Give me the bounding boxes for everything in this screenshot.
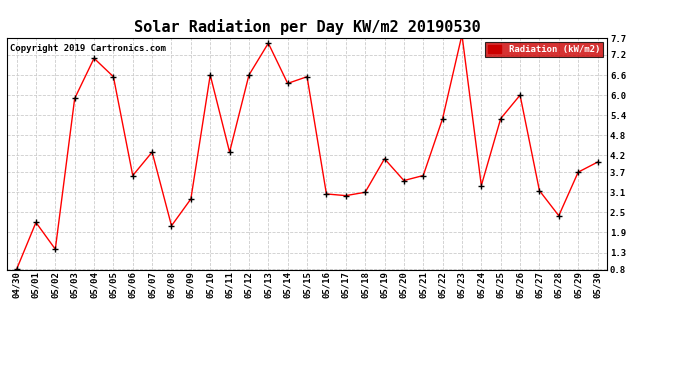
Radiation (kW/m2) — [419, 173, 427, 178]
Radiation (kW/m2) — [206, 73, 215, 77]
Radiation (kW/m2) — [264, 41, 273, 45]
Title: Solar Radiation per Day KW/m2 20190530: Solar Radiation per Day KW/m2 20190530 — [134, 19, 480, 35]
Radiation (kW/m2) — [226, 150, 234, 154]
Radiation (kW/m2) — [32, 220, 40, 225]
Radiation (kW/m2) — [438, 116, 446, 121]
Line: Radiation (kW/m2): Radiation (kW/m2) — [13, 32, 601, 273]
Radiation (kW/m2) — [284, 81, 292, 86]
Radiation (kW/m2) — [168, 224, 176, 228]
Radiation (kW/m2) — [322, 192, 331, 196]
Radiation (kW/m2) — [245, 73, 253, 77]
Radiation (kW/m2) — [516, 93, 524, 98]
Radiation (kW/m2) — [90, 56, 98, 60]
Radiation (kW/m2) — [128, 173, 137, 178]
Radiation (kW/m2) — [380, 156, 388, 161]
Radiation (kW/m2) — [12, 267, 21, 272]
Text: Copyright 2019 Cartronics.com: Copyright 2019 Cartronics.com — [10, 45, 166, 54]
Radiation (kW/m2) — [148, 150, 156, 154]
Radiation (kW/m2) — [458, 33, 466, 37]
Radiation (kW/m2) — [535, 188, 544, 193]
Legend: Radiation (kW/m2): Radiation (kW/m2) — [485, 42, 602, 57]
Radiation (kW/m2) — [70, 96, 79, 101]
Radiation (kW/m2) — [593, 160, 602, 164]
Radiation (kW/m2) — [400, 178, 408, 183]
Radiation (kW/m2) — [342, 194, 350, 198]
Radiation (kW/m2) — [555, 213, 563, 218]
Radiation (kW/m2) — [303, 75, 311, 79]
Radiation (kW/m2) — [51, 247, 59, 252]
Radiation (kW/m2) — [574, 170, 582, 174]
Radiation (kW/m2) — [477, 183, 486, 188]
Radiation (kW/m2) — [187, 197, 195, 201]
Radiation (kW/m2) — [109, 75, 117, 79]
Radiation (kW/m2) — [361, 190, 369, 195]
Radiation (kW/m2) — [497, 116, 505, 121]
